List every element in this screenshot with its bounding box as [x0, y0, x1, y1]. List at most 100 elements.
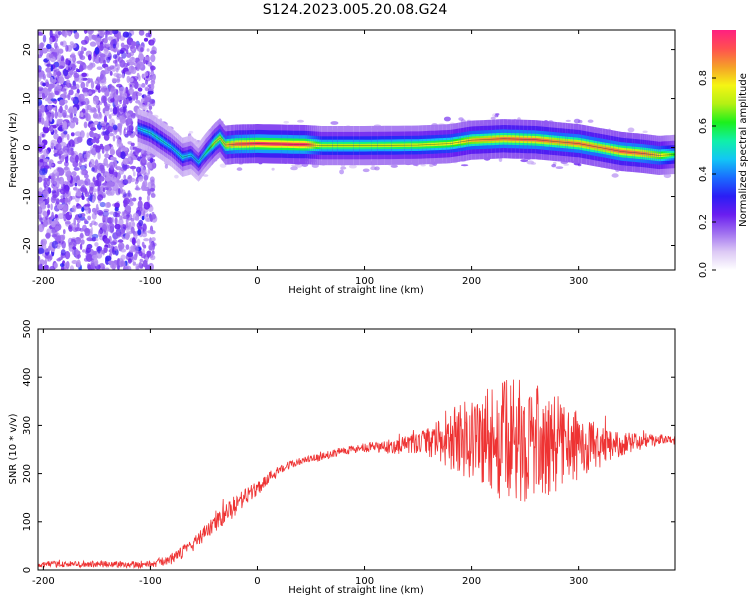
noise-blob	[130, 150, 133, 157]
noise-blob	[38, 206, 43, 215]
noise-blob	[119, 87, 126, 96]
noise-blob	[40, 105, 46, 113]
noise-blob	[111, 30, 119, 35]
noise-blob	[68, 226, 72, 230]
noise-blob	[100, 79, 107, 85]
noise-blob	[132, 197, 137, 202]
noise-blob	[103, 37, 108, 44]
noise-blob	[93, 120, 99, 125]
noise-blob	[73, 117, 79, 123]
noise-blob	[152, 250, 155, 255]
noise-blob	[149, 187, 155, 192]
noise-blob	[105, 255, 112, 262]
noise-blob	[132, 149, 139, 156]
noise-blob	[55, 235, 61, 242]
noise-blob	[112, 239, 118, 245]
noise-blob	[103, 238, 111, 244]
noise-blob	[124, 71, 132, 75]
noise-blob	[38, 72, 44, 78]
noise-blob	[109, 211, 115, 215]
noise-blob	[103, 247, 108, 254]
noise-blob	[60, 178, 64, 187]
colorbar-tick-label: 0.8	[698, 70, 709, 86]
noise-blob	[75, 191, 83, 197]
noise-blob	[105, 183, 112, 189]
noise-blob	[147, 61, 151, 67]
noise-blob	[65, 186, 69, 195]
noise-blob	[104, 90, 110, 97]
noise-blob	[48, 245, 52, 252]
y-tick-label: 10	[22, 92, 33, 105]
noise-blob	[141, 156, 147, 164]
noise-blob	[45, 67, 52, 73]
noise-blob	[73, 167, 80, 171]
noise-blob	[126, 252, 134, 258]
noise-blob	[119, 99, 122, 105]
noise-blob	[38, 135, 41, 143]
noise-blob	[142, 223, 147, 232]
noise-blob	[122, 211, 128, 217]
spectral-halo	[271, 167, 275, 171]
noise-blob	[145, 59, 148, 64]
noise-blob	[107, 125, 113, 133]
noise-blob	[67, 108, 74, 114]
noise-blob	[43, 126, 50, 134]
noise-blob	[117, 239, 124, 243]
spectral-ridge	[137, 108, 675, 182]
noise-blob	[91, 236, 97, 242]
noise-blob	[38, 187, 43, 192]
colorbar-tick-label: 0.6	[698, 118, 709, 134]
x-tick-label: -100	[139, 276, 162, 287]
spectral-halo	[219, 163, 227, 168]
spectral-halo	[530, 162, 537, 165]
noise-blob	[103, 59, 107, 65]
noise-blob	[72, 187, 78, 191]
noise-blob	[54, 110, 58, 119]
noise-blob	[38, 31, 43, 36]
noise-blob	[67, 82, 70, 89]
noise-blob	[151, 237, 156, 242]
noise-blob	[133, 81, 139, 89]
noise-blob	[100, 87, 107, 93]
spectrogram-image	[38, 30, 675, 270]
noise-blob	[83, 157, 88, 162]
spectral-halo	[563, 163, 570, 166]
noise-blob	[60, 266, 65, 270]
y-tick-label: 0	[22, 567, 33, 573]
noise-blob	[74, 182, 78, 187]
spectral-halo	[551, 164, 557, 168]
noise-blob	[127, 190, 131, 197]
noise-blob	[81, 207, 85, 212]
noise-blob	[83, 64, 87, 70]
noise-blob	[42, 73, 47, 81]
noise-blob	[108, 161, 116, 169]
spectral-halo	[520, 159, 528, 163]
noise-blob	[63, 166, 71, 175]
noise-blob	[49, 30, 53, 38]
spectral-halo	[349, 164, 357, 169]
noise-blob	[117, 139, 122, 144]
noise-blob	[131, 112, 136, 117]
noise-blob	[64, 33, 67, 38]
noise-blob	[87, 100, 90, 105]
noise-blob	[65, 64, 69, 71]
spectral-halo	[236, 167, 243, 171]
noise-blob	[129, 86, 134, 95]
noise-blob	[94, 47, 100, 55]
noise-blob	[49, 116, 53, 122]
noise-blob	[49, 173, 56, 178]
noise-blob	[150, 80, 156, 85]
colorbar-tick-label: 0.0	[698, 262, 709, 278]
noise-blob	[95, 138, 100, 144]
spectral-halo	[577, 119, 583, 124]
noise-blob	[67, 146, 74, 156]
noise-blob	[70, 85, 77, 90]
noise-blob	[137, 176, 144, 182]
noise-blob	[98, 101, 103, 106]
noise-blob	[74, 31, 80, 40]
chart-title: S124.2023.005.20.08.G24	[263, 2, 448, 18]
noise-blob	[90, 107, 97, 113]
noise-blob	[101, 95, 107, 104]
noise-blob	[41, 92, 46, 100]
spectral-halo	[420, 164, 426, 167]
